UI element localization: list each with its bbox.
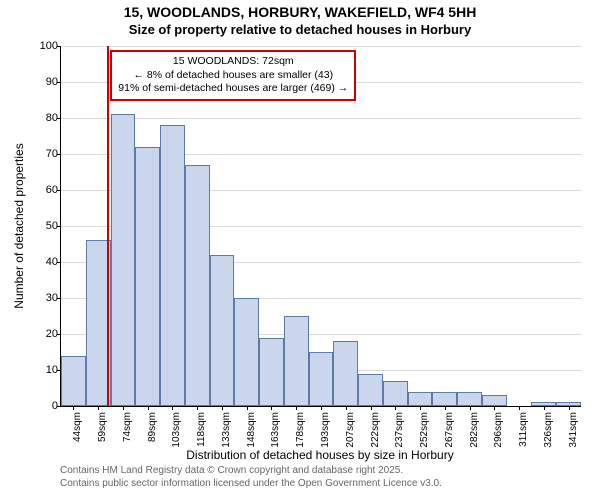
histogram-bar [185, 165, 210, 406]
histogram-bar [333, 341, 358, 406]
x-tick-label: 193sqm [320, 412, 331, 452]
annotation-line: ← 8% of detached houses are smaller (43) [118, 69, 348, 83]
x-tick-label: 163sqm [270, 412, 281, 452]
histogram-bar [210, 255, 235, 406]
y-tick-label: 0 [28, 400, 58, 412]
x-tick-label: 148sqm [246, 412, 257, 452]
y-tick-label: 70 [28, 148, 58, 160]
histogram-bar [482, 395, 507, 406]
histogram-bar [259, 338, 284, 406]
chart-footer: Contains HM Land Registry data © Crown c… [60, 465, 442, 490]
chart-subtitle: Size of property relative to detached ho… [0, 22, 600, 37]
histogram-bar [457, 392, 482, 406]
x-tick-label: 222sqm [370, 412, 381, 452]
histogram-bar [135, 147, 160, 406]
annotation-line: 91% of semi-detached houses are larger (… [118, 82, 348, 96]
reference-line [107, 46, 109, 406]
x-tick-label: 103sqm [171, 412, 182, 452]
histogram-bar [383, 381, 408, 406]
footer-line-1: Contains HM Land Registry data © Crown c… [60, 465, 442, 478]
x-tick-label: 89sqm [147, 412, 158, 452]
histogram-bar [309, 352, 334, 406]
histogram-bar [111, 114, 136, 406]
x-tick-label: 311sqm [518, 412, 529, 452]
y-tick-label: 10 [28, 364, 58, 376]
annotation-box: 15 WOODLANDS: 72sqm← 8% of detached hous… [110, 50, 356, 101]
x-tick-label: 59sqm [97, 412, 108, 452]
y-tick-label: 30 [28, 292, 58, 304]
histogram-bar [160, 125, 185, 406]
x-tick-label: 133sqm [221, 412, 232, 452]
histogram-bar [408, 392, 433, 406]
histogram-bar [432, 392, 457, 406]
histogram-bar [61, 356, 86, 406]
x-tick-label: 341sqm [568, 412, 579, 452]
y-tick-label: 100 [28, 40, 58, 52]
x-tick-label: 118sqm [196, 412, 207, 452]
histogram-chart: 15, WOODLANDS, HORBURY, WAKEFIELD, WF4 5… [0, 0, 600, 500]
x-tick-label: 282sqm [469, 412, 480, 452]
footer-line-2: Contains public sector information licen… [60, 478, 442, 491]
histogram-bar [358, 374, 383, 406]
y-tick-label: 90 [28, 76, 58, 88]
chart-title: 15, WOODLANDS, HORBURY, WAKEFIELD, WF4 5… [0, 4, 600, 20]
annotation-line: 15 WOODLANDS: 72sqm [118, 55, 348, 69]
x-tick-label: 178sqm [295, 412, 306, 452]
y-tick-label: 40 [28, 256, 58, 268]
y-axis-label: Number of detached properties [12, 143, 26, 308]
y-tick-label: 80 [28, 112, 58, 124]
y-tick-label: 20 [28, 328, 58, 340]
x-tick-label: 207sqm [345, 412, 356, 452]
x-tick-label: 296sqm [493, 412, 504, 452]
x-tick-label: 74sqm [122, 412, 133, 452]
histogram-bar [234, 298, 259, 406]
x-tick-label: 267sqm [444, 412, 455, 452]
x-tick-label: 326sqm [543, 412, 554, 452]
x-tick-label: 237sqm [394, 412, 405, 452]
y-tick-label: 60 [28, 184, 58, 196]
y-tick-label: 50 [28, 220, 58, 232]
x-tick-label: 252sqm [419, 412, 430, 452]
x-tick-label: 44sqm [72, 412, 83, 452]
histogram-bar [284, 316, 309, 406]
